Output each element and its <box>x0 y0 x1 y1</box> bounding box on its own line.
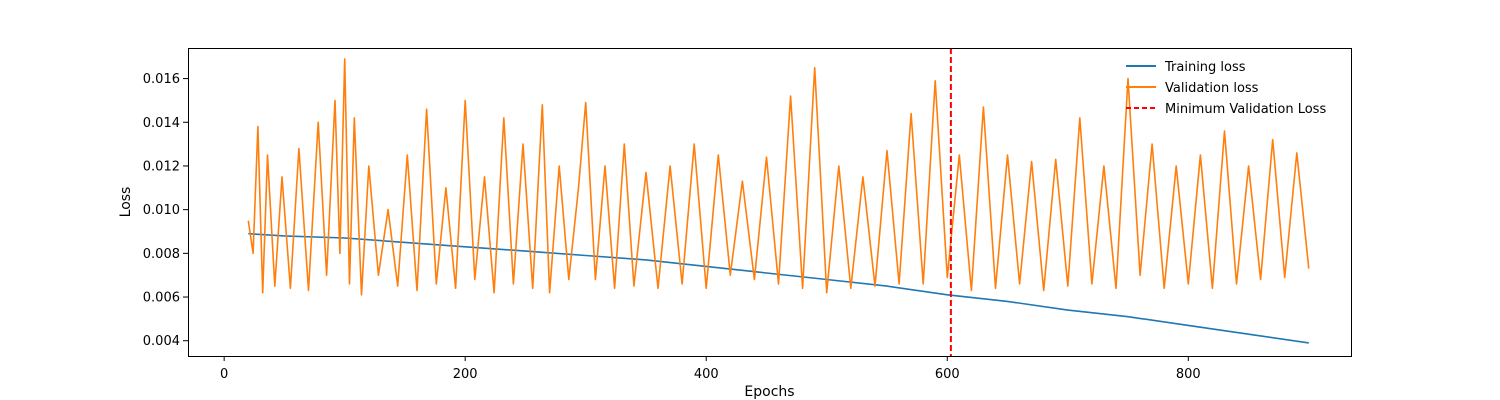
y-tick-label: 0.004 <box>143 334 180 349</box>
y-axis-label: Loss <box>118 187 134 218</box>
y-axis-ticks: 0.004 0.006 0.008 0.010 0.012 0.014 0.016 <box>143 72 188 349</box>
plot-frame <box>188 48 1352 357</box>
x-tick-label: 400 <box>694 367 719 382</box>
y-tick-label: 0.008 <box>143 247 180 262</box>
legend-label-minimum-validation-loss: Minimum Validation Loss <box>1165 102 1326 117</box>
y-tick-label: 0.014 <box>143 116 180 131</box>
y-tick-label: 0.012 <box>143 159 180 174</box>
y-tick-label: 0.010 <box>143 203 180 218</box>
series-line-training-loss <box>248 232 1309 344</box>
x-axis-ticks: 0 200 400 600 800 <box>220 356 1201 382</box>
series-line-validation-loss <box>247 58 1310 296</box>
legend: Training loss Validation loss Minimum Va… <box>1126 60 1326 117</box>
legend-label-validation-loss: Validation loss <box>1165 81 1259 96</box>
y-tick-label: 0.016 <box>143 72 180 87</box>
y-tick-label: 0.006 <box>143 291 180 306</box>
x-tick-label: 200 <box>453 367 478 382</box>
x-axis-label: Epochs <box>744 384 794 400</box>
x-tick-label: 600 <box>935 367 960 382</box>
x-tick-label: 0 <box>220 367 228 382</box>
series-layer <box>247 48 1310 356</box>
x-tick-label: 800 <box>1176 367 1201 382</box>
legend-label-training-loss: Training loss <box>1164 60 1246 75</box>
